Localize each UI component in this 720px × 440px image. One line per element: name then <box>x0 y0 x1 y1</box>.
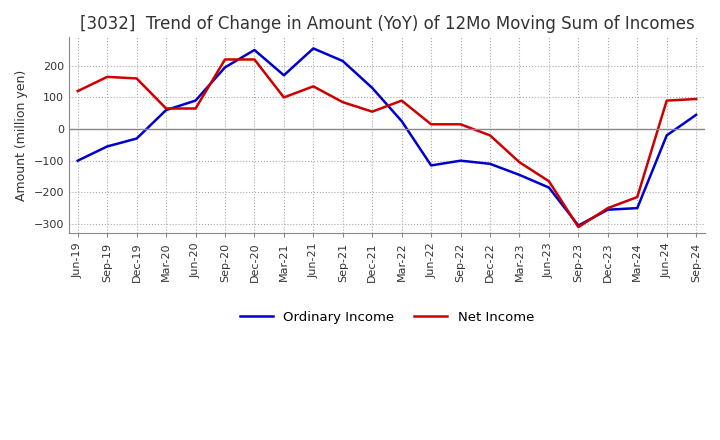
Net Income <box>456 122 465 127</box>
Ordinary Income <box>692 112 701 117</box>
Net Income <box>309 84 318 89</box>
Ordinary Income <box>338 59 347 64</box>
Net Income <box>103 74 112 80</box>
Net Income <box>132 76 141 81</box>
Ordinary Income <box>574 223 582 228</box>
Net Income <box>250 57 258 62</box>
Ordinary Income <box>309 46 318 51</box>
Ordinary Income <box>544 185 553 190</box>
Title: [3032]  Trend of Change in Amount (YoY) of 12Mo Moving Sum of Incomes: [3032] Trend of Change in Amount (YoY) o… <box>80 15 694 33</box>
Ordinary Income <box>103 144 112 149</box>
Net Income <box>486 133 495 138</box>
Ordinary Income <box>220 65 229 70</box>
Ordinary Income <box>162 107 171 113</box>
Net Income <box>544 179 553 184</box>
Net Income <box>162 106 171 111</box>
Net Income <box>633 194 642 200</box>
Ordinary Income <box>603 207 612 213</box>
Net Income <box>397 98 406 103</box>
Ordinary Income <box>397 118 406 124</box>
Net Income <box>368 109 377 114</box>
Net Income <box>279 95 288 100</box>
Net Income <box>192 106 200 111</box>
Net Income <box>338 99 347 105</box>
Legend: Ordinary Income, Net Income: Ordinary Income, Net Income <box>235 305 539 329</box>
Line: Net Income: Net Income <box>78 59 696 227</box>
Net Income <box>574 224 582 230</box>
Net Income <box>603 205 612 211</box>
Ordinary Income <box>662 133 671 138</box>
Net Income <box>427 122 436 127</box>
Y-axis label: Amount (million yen): Amount (million yen) <box>15 70 28 201</box>
Net Income <box>220 57 229 62</box>
Ordinary Income <box>427 163 436 168</box>
Ordinary Income <box>73 158 82 163</box>
Ordinary Income <box>515 172 523 178</box>
Ordinary Income <box>633 205 642 211</box>
Net Income <box>515 160 523 165</box>
Ordinary Income <box>250 48 258 53</box>
Ordinary Income <box>486 161 495 166</box>
Net Income <box>692 96 701 102</box>
Net Income <box>73 88 82 94</box>
Net Income <box>662 98 671 103</box>
Ordinary Income <box>192 98 200 103</box>
Ordinary Income <box>279 73 288 78</box>
Ordinary Income <box>456 158 465 163</box>
Ordinary Income <box>368 85 377 91</box>
Ordinary Income <box>132 136 141 141</box>
Line: Ordinary Income: Ordinary Income <box>78 48 696 226</box>
